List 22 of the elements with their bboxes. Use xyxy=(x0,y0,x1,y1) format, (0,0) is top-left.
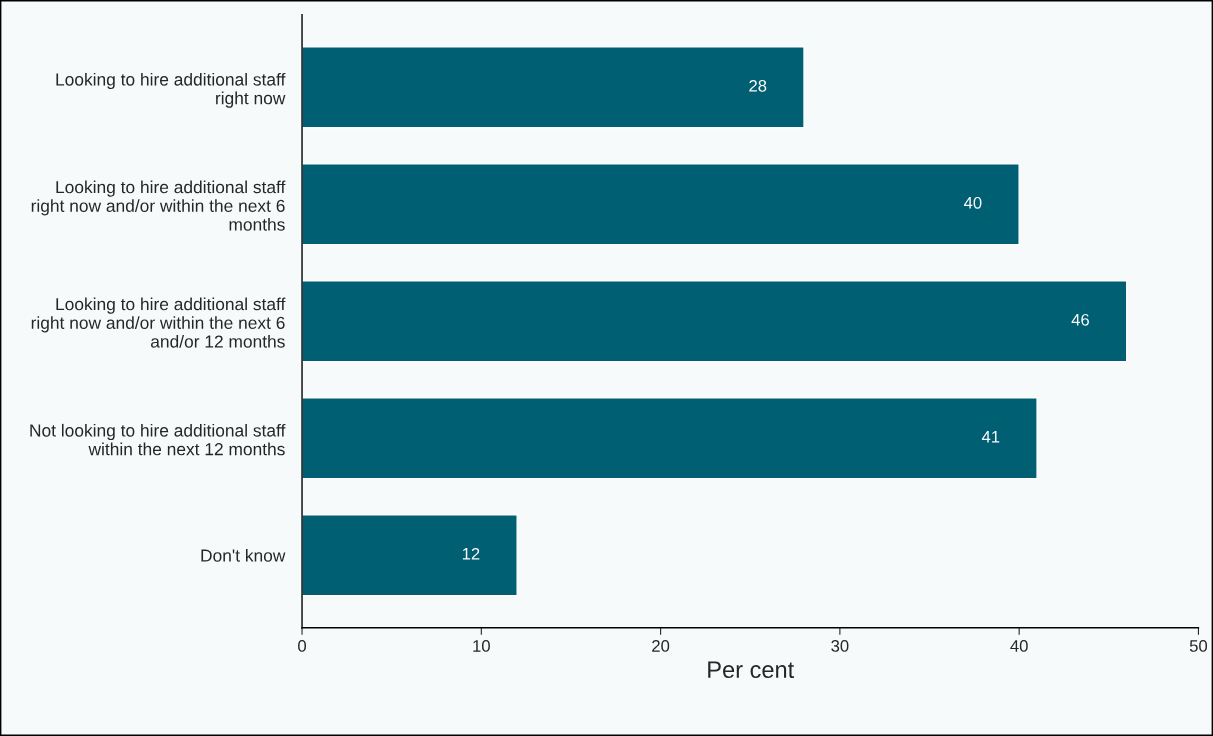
x-tick-label: 30 xyxy=(831,640,849,652)
y-tick-label: Looking to hire additional staff right now xyxy=(56,72,286,108)
y-tick-label: Looking to hire additional staff right now and/or within the next 6 months xyxy=(31,180,286,231)
bar xyxy=(302,514,518,597)
data-label: 41 xyxy=(981,431,1000,443)
data-label: 12 xyxy=(462,547,480,560)
x-tick-label: 40 xyxy=(1010,640,1028,652)
x-axis-title: Per cent xyxy=(708,661,795,679)
data-label: 40 xyxy=(963,196,982,209)
data-label: 28 xyxy=(749,79,767,92)
bar xyxy=(302,163,1020,246)
x-tick-label: 10 xyxy=(473,640,490,652)
bar xyxy=(302,397,1038,480)
x-tick-label: 20 xyxy=(652,640,670,652)
y-tick-label: Not looking to hire additional staff within the next 12 months xyxy=(30,423,286,456)
x-tick-label: 0 xyxy=(298,640,307,652)
bar xyxy=(302,280,1128,363)
y-tick-label: Don't know xyxy=(201,548,286,562)
bar xyxy=(302,46,805,129)
x-tick-label: 50 xyxy=(1189,640,1208,652)
data-label: 46 xyxy=(1071,313,1089,326)
y-tick-label: Looking to hire additional staff right now and/or within the next 6 and/or 12 months xyxy=(31,297,286,348)
